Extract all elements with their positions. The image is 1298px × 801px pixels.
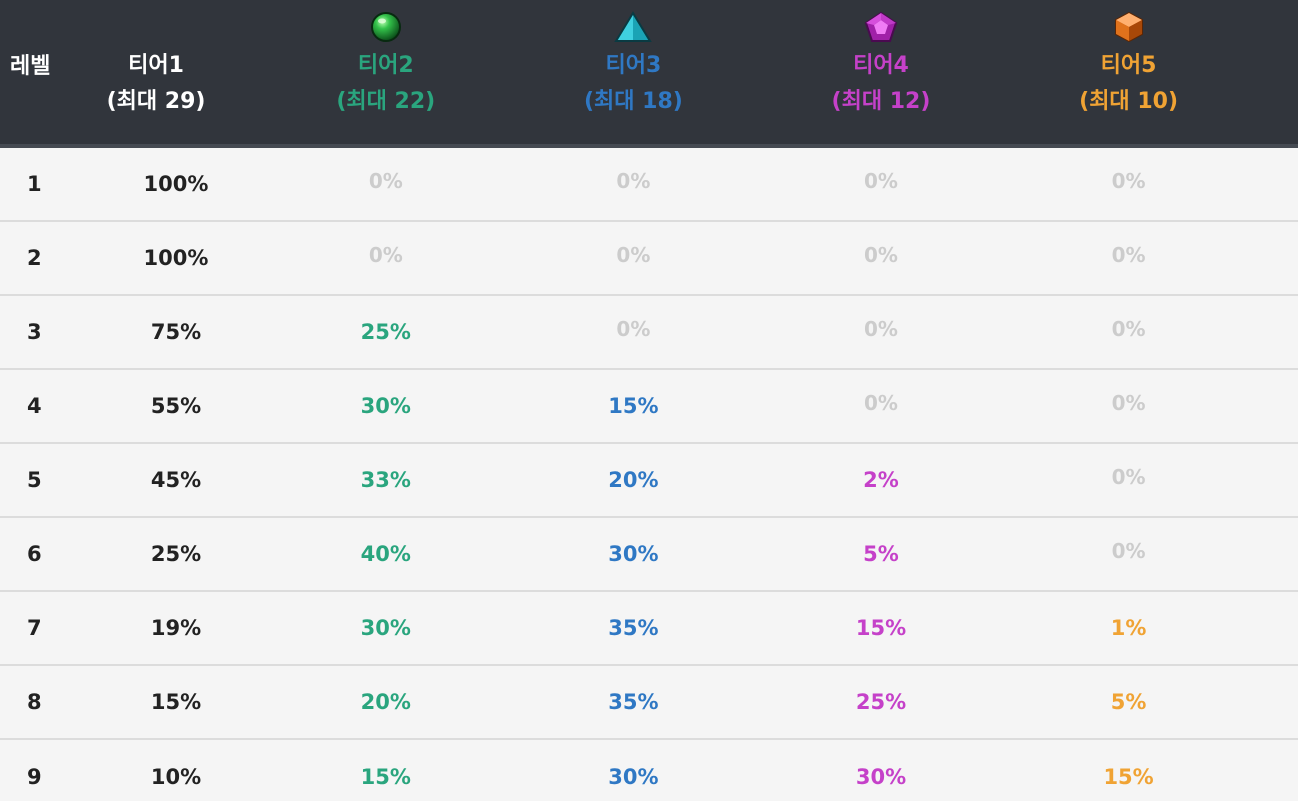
tier1-cell: 75%: [150, 320, 202, 344]
tier1-cell: 25%: [150, 542, 202, 566]
table-row: 8 15% 20% 35% 25% 5%: [0, 666, 1298, 740]
tier5-label: 티어5: [1100, 53, 1157, 78]
table-row: 6 25% 40% 30% 5% 0%: [0, 518, 1298, 592]
tier4-cell: 0%: [864, 169, 898, 193]
tier1-label: 티어1: [128, 53, 184, 78]
tier4-cell: 0%: [864, 317, 898, 341]
tier2-max: (최대 22): [336, 89, 436, 114]
level-cell: 3: [27, 320, 42, 344]
tier5-cell: 0%: [1111, 391, 1146, 415]
tier2-cell: 0%: [368, 243, 403, 267]
tier5-cell: 0%: [1111, 465, 1146, 489]
level-cell: 2: [27, 246, 42, 270]
tier5-cell: 0%: [1111, 539, 1146, 563]
tier4-cell: 2%: [863, 468, 899, 492]
table-row: 3 75% 25% 0% 0% 0%: [0, 296, 1298, 370]
tier5-max: (최대 10): [1079, 89, 1179, 114]
level-cell: 8: [27, 690, 42, 714]
tier2-label: 티어2: [357, 53, 414, 78]
table-header: 레벨 티어1 (최대 29): [0, 0, 1298, 148]
tier2-cell: 15%: [360, 765, 411, 789]
tier3-cell: 35%: [608, 616, 659, 640]
level-column-header: 레벨: [0, 0, 70, 144]
tier2-column-header: 티어2 (최대 22): [242, 0, 490, 144]
tier3-cell: 30%: [608, 765, 659, 789]
level-cell: 1: [27, 172, 42, 196]
level-header-label: 레벨: [10, 54, 51, 79]
table-row: 7 19% 30% 35% 15% 1%: [0, 592, 1298, 666]
level-cell: 7: [27, 616, 42, 640]
tier2-cell: 0%: [368, 169, 403, 193]
table-row: 2 100% 0% 0% 0% 0%: [0, 222, 1298, 296]
tier1-cell: 100%: [143, 172, 209, 196]
tier4-max: (최대 12): [831, 89, 931, 114]
tier3-cell: 0%: [616, 243, 651, 267]
table-body: 1 100% 0% 0% 0% 0% 2 100% 0% 0% 0% 0% 3 …: [0, 148, 1298, 801]
tier5-cell: 15%: [1103, 765, 1154, 789]
tier4-cell: 15%: [855, 616, 907, 640]
tier4-cell: 30%: [855, 765, 907, 789]
tier5-cell: 0%: [1111, 169, 1146, 193]
tier3-cell: 30%: [608, 542, 659, 566]
level-cell: 6: [27, 542, 42, 566]
tier1-column-header: 티어1 (최대 29): [70, 0, 242, 144]
tier3-cell: 35%: [608, 690, 659, 714]
table-row: 5 45% 33% 20% 2% 0%: [0, 444, 1298, 518]
tier2-cell: 33%: [360, 468, 411, 492]
tier1-cell: 45%: [150, 468, 202, 492]
tier1-max: (최대 29): [106, 89, 206, 114]
tier1-cell: 55%: [150, 394, 202, 418]
tier4-label: 티어4: [853, 53, 909, 78]
tier3-cell: 15%: [608, 394, 659, 418]
level-cell: 5: [27, 468, 42, 492]
orange-hex-gem-icon: [1109, 10, 1149, 44]
tier3-cell: 0%: [616, 317, 651, 341]
table-row: 1 100% 0% 0% 0% 0%: [0, 148, 1298, 222]
tier3-cell: 0%: [616, 169, 651, 193]
tier5-cell: 0%: [1111, 243, 1146, 267]
tier2-cell: 20%: [360, 690, 411, 714]
tier1-cell: 100%: [143, 246, 209, 270]
tier3-label: 티어3: [605, 53, 662, 78]
cyan-pyramid-gem-icon: [613, 10, 653, 44]
tier4-cell: 0%: [864, 391, 898, 415]
tier3-cell: 20%: [608, 468, 659, 492]
tier5-cell: 5%: [1110, 690, 1147, 714]
tier2-cell: 40%: [360, 542, 411, 566]
green-orb-icon: [366, 10, 406, 44]
tier4-cell: 0%: [864, 243, 898, 267]
tier4-column-header: 티어4 (최대 12): [737, 0, 985, 144]
tier1-cell: 10%: [150, 765, 202, 789]
purple-pentagon-gem-icon: [861, 10, 901, 44]
table-row: 4 55% 30% 15% 0% 0%: [0, 370, 1298, 444]
tier2-cell: 30%: [360, 394, 411, 418]
tier2-cell: 25%: [360, 320, 411, 344]
tier5-cell: 1%: [1110, 616, 1147, 640]
tier2-cell: 30%: [360, 616, 411, 640]
level-cell: 9: [27, 765, 42, 789]
level-cell: 4: [27, 394, 42, 418]
tier1-cell: 19%: [150, 616, 202, 640]
tier3-max: (최대 18): [583, 89, 683, 114]
tier5-cell: 0%: [1111, 317, 1146, 341]
tier4-cell: 25%: [855, 690, 907, 714]
tier3-column-header: 티어3 (최대 18): [490, 0, 738, 144]
tier4-cell: 5%: [863, 542, 899, 566]
table-row: 9 10% 15% 30% 30% 15%: [0, 740, 1298, 801]
tier1-cell: 15%: [150, 690, 202, 714]
tier5-column-header: 티어5 (최대 10): [985, 0, 1233, 144]
